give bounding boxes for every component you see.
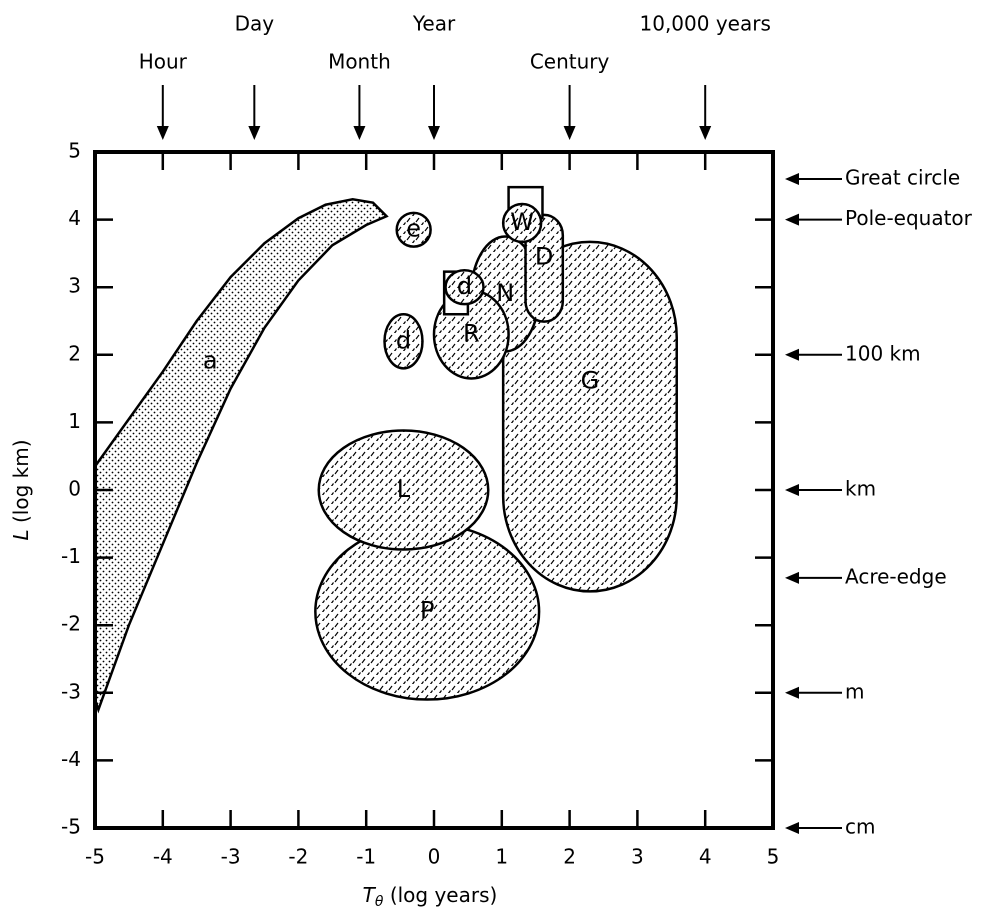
region	[383, 312, 424, 370]
region-label: D	[535, 243, 553, 271]
x-tick-label: 5	[767, 845, 780, 869]
x-tick-label: 0	[428, 845, 441, 869]
region-label: d	[457, 272, 472, 300]
x-tick-label: -3	[221, 845, 241, 869]
x-tick-label: 3	[631, 845, 644, 869]
y-tick-label: 5	[68, 139, 81, 163]
y-tick-label: -3	[61, 679, 81, 703]
y-tick-label: -5	[61, 815, 81, 839]
top-marker-label: Hour	[139, 50, 188, 74]
y-tick-label: 3	[68, 274, 81, 298]
region-label: e	[406, 215, 421, 243]
region	[317, 429, 490, 551]
top-arrow-head	[248, 126, 261, 140]
right-marker-label: Great circle	[845, 166, 960, 190]
top-arrow-head	[353, 126, 366, 140]
region-label: N	[496, 279, 514, 307]
top-arrow-head	[699, 126, 712, 140]
right-marker-label: km	[845, 477, 876, 501]
region	[395, 211, 432, 248]
x-tick-label: 1	[495, 845, 508, 869]
right-marker-label: 100 km	[845, 341, 921, 365]
x-tick-label: 2	[563, 845, 576, 869]
right-marker-label: cm	[845, 815, 875, 839]
y-tick-label: 4	[68, 206, 81, 230]
y-tick-label: -2	[61, 612, 81, 636]
region	[93, 198, 389, 714]
region	[501, 202, 543, 244]
top-arrow-head	[428, 126, 440, 140]
region-label: W	[510, 208, 534, 236]
right-arrow-head	[785, 686, 799, 699]
top-marker-label: Year	[412, 12, 456, 36]
region	[444, 269, 485, 306]
top-marker-label: Day	[235, 12, 275, 36]
x-axis-label: Tθ (log years)	[363, 883, 498, 910]
region-label: d	[396, 326, 411, 354]
region-label: P	[420, 597, 434, 625]
region-label: G	[581, 367, 600, 395]
right-arrow-head	[785, 822, 799, 834]
region-label: a	[203, 347, 218, 375]
y-tick-label: 1	[68, 409, 81, 433]
region-label: L	[397, 475, 411, 503]
top-arrow-head	[563, 126, 576, 140]
x-tick-label: -5	[85, 845, 105, 869]
region-label: R	[463, 320, 480, 348]
right-arrow-head	[785, 173, 799, 186]
y-tick-label: 0	[68, 477, 81, 501]
right-marker-label: Acre-edge	[845, 564, 947, 588]
top-arrow-head	[156, 126, 169, 140]
top-marker-label: 10,000 years	[640, 12, 771, 36]
x-tick-label: -4	[153, 845, 173, 869]
regions: a P L G ND Rd d We	[93, 185, 678, 714]
y-tick-label: -1	[61, 544, 81, 568]
region	[524, 213, 565, 323]
right-marker-label: m	[845, 679, 864, 703]
right-arrow-head	[785, 571, 799, 584]
x-tick-label: -2	[288, 845, 308, 869]
x-tick-label: 4	[699, 845, 712, 869]
right-arrow-head	[785, 348, 799, 361]
right-arrow-head	[785, 484, 799, 496]
x-tick-label: -1	[356, 845, 376, 869]
top-marker-label: Month	[328, 50, 391, 74]
region	[501, 240, 678, 593]
y-tick-label: 2	[68, 341, 81, 365]
top-marker-label: Century	[530, 50, 610, 74]
y-axis-label: L (log km)	[9, 439, 33, 540]
right-arrow-head	[785, 213, 799, 226]
right-marker-label: Pole-equator	[845, 206, 973, 230]
y-tick-label: -4	[61, 747, 81, 771]
